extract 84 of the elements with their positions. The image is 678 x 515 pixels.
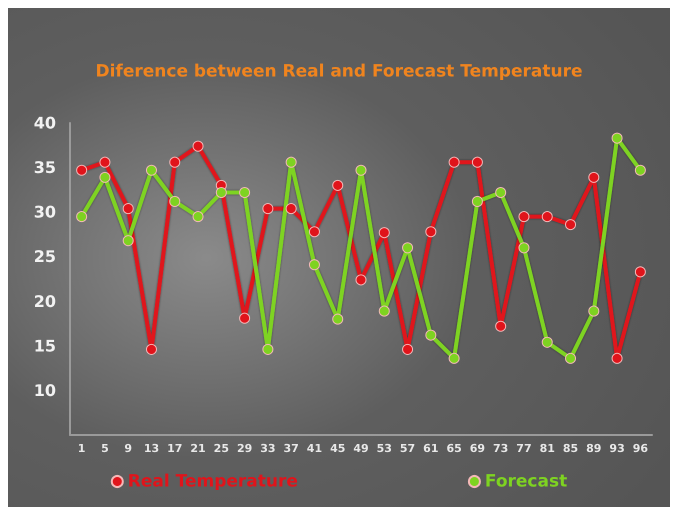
x-tick-label: 65 [446, 442, 462, 455]
legend-label: Forecast [484, 472, 568, 492]
x-tick-label: 45 [330, 442, 346, 455]
x-tick-label: 73 [493, 442, 508, 455]
point [76, 211, 88, 222]
y-tick-label: 30 [34, 202, 56, 222]
point [378, 306, 390, 317]
point [169, 156, 180, 168]
point [216, 187, 227, 198]
x-tick-label: 61 [423, 442, 438, 455]
y-tick-label: 25 [34, 247, 56, 266]
point [286, 156, 297, 168]
point [425, 226, 436, 238]
x-tick-label: 5 [101, 442, 109, 455]
legend-label: Real Temperature [128, 472, 298, 492]
point [565, 219, 576, 230]
y-tick-label: 40 [34, 114, 56, 132]
point [612, 352, 623, 364]
y-tick-label: 35 [34, 158, 56, 178]
x-tick-label: 85 [562, 442, 578, 455]
y-tick-label: 20 [34, 292, 56, 311]
point [286, 203, 297, 214]
x-tick-label: 81 [540, 442, 555, 455]
y-tick-label: 10 [34, 380, 56, 400]
point [192, 211, 204, 222]
point [472, 156, 483, 168]
x-tick-label: 41 [306, 442, 322, 455]
point [76, 164, 88, 176]
point [99, 172, 110, 183]
point [262, 203, 274, 214]
x-tick-label: 93 [609, 442, 625, 455]
x-tick-label: 96 [632, 442, 648, 455]
x-tick-label: 53 [376, 442, 392, 455]
point [518, 242, 530, 254]
point [332, 180, 344, 191]
point [495, 320, 506, 332]
x-tick-label: 37 [284, 442, 299, 455]
point [356, 164, 366, 176]
point [588, 172, 600, 183]
x-tick-label: 21 [190, 442, 206, 455]
x-tick-label: 29 [236, 442, 252, 455]
chart-title: Diference between Real and Forecast Temperature [95, 62, 583, 82]
point [634, 164, 646, 176]
point [99, 156, 110, 168]
point [122, 235, 134, 246]
point [472, 196, 483, 207]
x-tick-label: 9 [124, 442, 132, 455]
point [262, 344, 274, 355]
point [495, 187, 506, 198]
point [308, 226, 320, 238]
x-tick-label: 57 [400, 442, 416, 455]
x-tick-label: 77 [516, 442, 532, 455]
point [612, 132, 623, 144]
point [192, 140, 204, 152]
point [308, 259, 320, 270]
point [425, 330, 436, 341]
point [518, 211, 530, 222]
point [542, 336, 553, 348]
point [402, 242, 414, 254]
point [378, 227, 390, 238]
x-tick-label: 89 [586, 442, 602, 455]
x-tick-label: 33 [260, 442, 276, 455]
point [169, 196, 180, 207]
point [146, 164, 157, 176]
point [588, 306, 600, 317]
x-tick-label: 49 [353, 442, 369, 455]
point [565, 352, 576, 364]
x-tick-label: 1 [78, 442, 86, 455]
point [122, 203, 134, 214]
point [332, 314, 344, 325]
point [356, 274, 366, 286]
point [239, 312, 250, 324]
point [239, 187, 250, 198]
x-tick-label: 13 [144, 442, 160, 455]
x-tick-label: 17 [167, 442, 182, 455]
x-tick-label: 25 [214, 442, 229, 455]
point [542, 211, 553, 222]
y-tick-label: 15 [34, 336, 56, 356]
point [634, 266, 646, 278]
point [448, 352, 460, 364]
point [402, 344, 414, 355]
point [146, 344, 157, 355]
x-tick-label: 69 [470, 442, 486, 455]
point [448, 156, 460, 168]
